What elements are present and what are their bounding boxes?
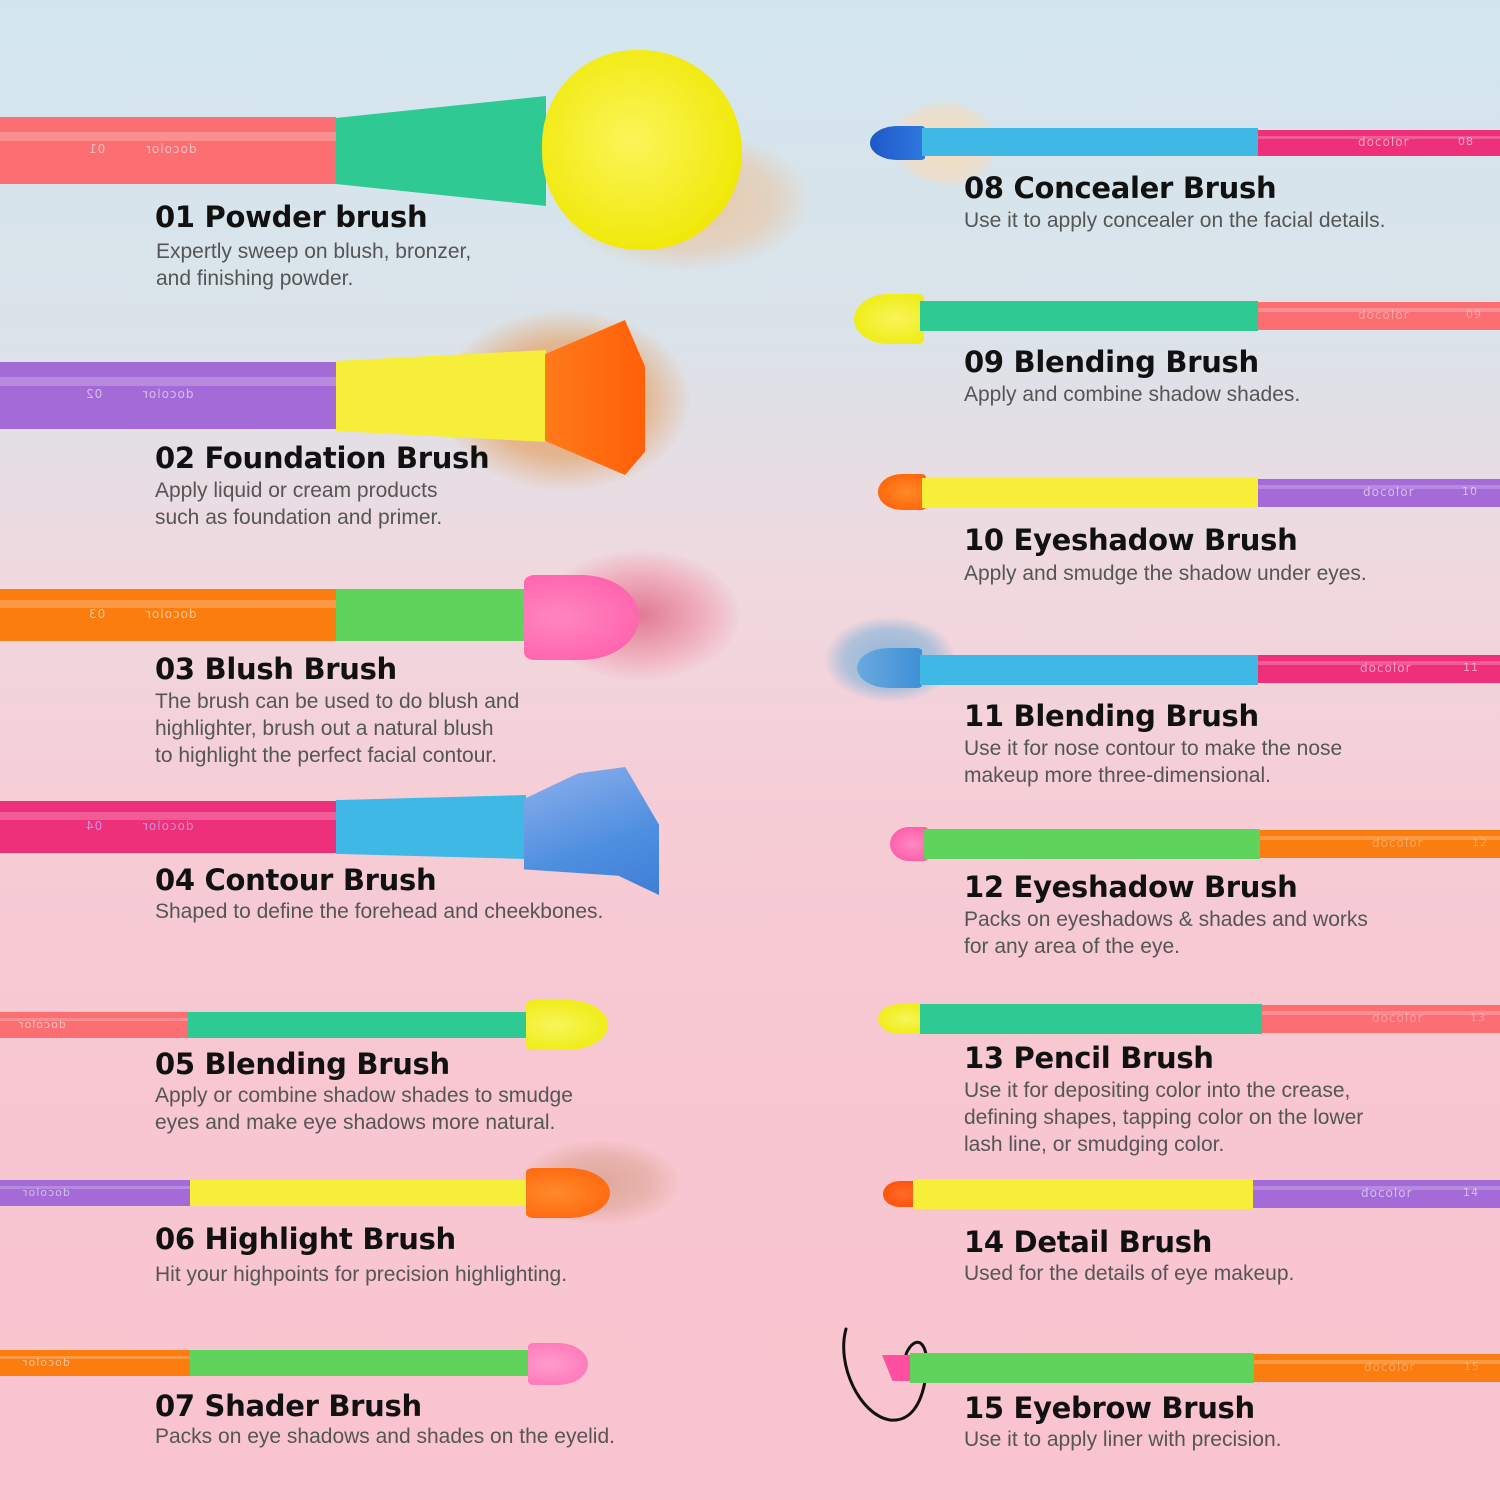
ferrule xyxy=(910,1353,1254,1383)
brush-07-description: Packs on eye shadows and shades on the e… xyxy=(155,1425,615,1448)
brush-02-description: Apply liquid or cream products such as f… xyxy=(155,479,443,529)
bristles xyxy=(526,1000,608,1050)
ferrule xyxy=(920,301,1258,331)
bristles xyxy=(890,827,928,861)
brush-11-description: Use it for nose contour to make the nose… xyxy=(964,737,1343,787)
brush-03-title: 03 Blush Brush xyxy=(155,652,397,686)
ferrule xyxy=(920,1004,1262,1034)
bristles xyxy=(528,1343,588,1385)
brush-07-image: docolor xyxy=(0,1340,620,1390)
brush-11-image: docolor 11 xyxy=(825,612,1500,702)
brush-14-title: 14 Detail Brush xyxy=(964,1225,1213,1259)
bristles xyxy=(870,126,925,160)
handle: docolor 15 xyxy=(1254,1354,1500,1382)
brush-06-image: docolor xyxy=(0,1140,700,1230)
brush-02-image: 02 docolor xyxy=(0,310,720,500)
bristles xyxy=(883,1181,917,1207)
brush-01-description: Expertly sweep on blush, bronzer, and fi… xyxy=(156,240,472,290)
brush-15-description: Use it to apply liner with precision. xyxy=(964,1428,1282,1451)
bristles xyxy=(524,575,639,660)
handle: docolor 08 xyxy=(1258,130,1500,156)
brush-01-image: 01 docolor xyxy=(0,40,860,290)
handle: docolor 12 xyxy=(1260,830,1500,858)
brush-04-title: 04 Contour Brush xyxy=(155,863,437,897)
bristles xyxy=(878,474,926,510)
bristles xyxy=(857,648,922,688)
ferrule xyxy=(920,655,1258,685)
brush-08-description: Use it to apply concealer on the facial … xyxy=(964,209,1386,232)
ferrule xyxy=(922,478,1258,508)
handle: docolor xyxy=(0,1012,188,1038)
ferrule xyxy=(336,350,546,442)
brush-01-title: 01 Powder brush xyxy=(155,200,428,234)
brush-09-description: Apply and combine shadow shades. xyxy=(964,383,1301,406)
ferrule xyxy=(190,1180,528,1206)
handle: docolor xyxy=(0,1350,190,1376)
bristles xyxy=(854,294,924,344)
brush-03-description: The brush can be used to do blush and hi… xyxy=(155,690,520,767)
brush-05-image: docolor xyxy=(0,995,620,1055)
ferrule xyxy=(190,1350,530,1376)
brush-14-description: Used for the details of eye makeup. xyxy=(964,1262,1295,1285)
ferrule xyxy=(924,829,1260,859)
bristles xyxy=(542,50,742,250)
ferrule xyxy=(922,128,1258,156)
handle: docolor 09 xyxy=(1258,302,1500,330)
brush-13-description: Use it for depositing color into the cre… xyxy=(964,1079,1364,1156)
eyeliner-stroke-icon xyxy=(842,1327,929,1422)
ferrule xyxy=(336,96,546,206)
brush-13-title: 13 Pencil Brush xyxy=(964,1041,1214,1075)
brush-06-title: 06 Highlight Brush xyxy=(155,1222,456,1256)
brush-08-image: docolor 08 xyxy=(860,100,1500,190)
handle: 04 docolor xyxy=(0,801,336,853)
ferrule xyxy=(913,1179,1253,1209)
ferrule xyxy=(188,1012,528,1038)
brush-05-description: Apply or combine shadow shades to smudge… xyxy=(155,1084,573,1134)
brush-09-image: docolor 09 xyxy=(850,290,1500,350)
bristles xyxy=(878,1004,924,1034)
brush-10-description: Apply and smudge the shadow under eyes. xyxy=(964,562,1367,585)
ferrule xyxy=(336,589,526,641)
brush-11-title: 11 Blending Brush xyxy=(964,699,1259,733)
brush-07-title: 07 Shader Brush xyxy=(155,1389,422,1423)
handle: docolor 13 xyxy=(1262,1005,1500,1033)
brush-08-title: 08 Concealer Brush xyxy=(964,171,1277,205)
ferrule xyxy=(336,795,526,859)
brush-10-image: docolor 10 xyxy=(870,470,1500,515)
brush-04-description: Shaped to define the forehead and cheekb… xyxy=(155,900,604,923)
brush-03-image: 03 docolor xyxy=(0,540,780,680)
brush-14-image: docolor 14 xyxy=(875,1175,1500,1215)
brush-15-title: 15 Eyebrow Brush xyxy=(964,1391,1255,1425)
brush-05-title: 05 Blending Brush xyxy=(155,1047,450,1081)
bristles xyxy=(524,767,659,895)
brush-02-title: 02 Foundation Brush xyxy=(155,441,490,475)
brush-09-title: 09 Blending Brush xyxy=(964,345,1259,379)
handle: 02 docolor xyxy=(0,362,336,429)
handle: 01 docolor xyxy=(0,117,336,184)
handle: docolor 11 xyxy=(1258,655,1500,683)
brush-12-image: docolor 12 xyxy=(880,822,1500,867)
handle: docolor 10 xyxy=(1258,479,1500,507)
handle: docolor 14 xyxy=(1253,1180,1500,1208)
bristles xyxy=(526,1168,610,1218)
brush-06-description: Hit your highpoints for precision highli… xyxy=(155,1263,568,1286)
brush-13-image: docolor 13 xyxy=(870,998,1500,1043)
handle: 03 docolor xyxy=(0,589,336,641)
handle: docolor xyxy=(0,1180,190,1206)
brush-04-image: 04 docolor xyxy=(0,765,700,895)
brush-10-title: 10 Eyeshadow Brush xyxy=(964,523,1298,557)
brush-12-description: Packs on eyeshadows & shades and works f… xyxy=(964,908,1368,958)
brush-12-title: 12 Eyeshadow Brush xyxy=(964,870,1298,904)
brush-15-image: docolor 15 xyxy=(840,1325,1500,1425)
